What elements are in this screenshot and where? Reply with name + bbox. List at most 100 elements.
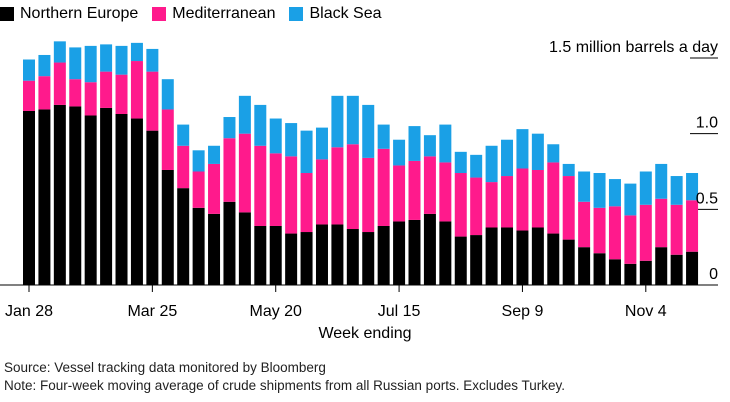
bar-segment-black-sea (393, 139, 406, 166)
bar-segment-mediterranean (470, 177, 483, 236)
bar-segment-mediterranean (562, 176, 575, 240)
x-tick-label: May 20 (249, 303, 302, 320)
x-axis-title: Week ending (318, 325, 412, 342)
bar-segment-northern-europe (377, 225, 390, 285)
bar-segment-black-sea (315, 127, 328, 160)
bar-segment-mediterranean (130, 61, 143, 119)
legend-label-mediterranean: Mediterranean (172, 5, 276, 22)
bar-segment-mediterranean (23, 80, 35, 111)
legend-swatch-northern-europe (0, 7, 14, 21)
bar-segment-black-sea (331, 95, 344, 148)
bar-segment-mediterranean (161, 109, 174, 170)
bar-segment-mediterranean (53, 62, 66, 105)
bar-segment-mediterranean (192, 171, 205, 208)
bar-segment-mediterranean (254, 145, 267, 226)
bar-segment-northern-europe (69, 106, 82, 286)
bar-segment-northern-europe (223, 201, 236, 285)
bar-segment-black-sea (146, 48, 159, 72)
bar-segment-black-sea (362, 104, 375, 158)
bar-segment-black-sea (501, 139, 514, 177)
bar-segment-black-sea (130, 42, 143, 62)
bar-segment-black-sea (177, 124, 190, 146)
bar-segment-black-sea (593, 173, 606, 208)
bar-segment-black-sea (223, 117, 236, 139)
bar-segment-black-sea (208, 145, 221, 164)
bar-segment-northern-europe (100, 107, 113, 285)
bar-segment-northern-europe (130, 118, 143, 285)
bar-segment-mediterranean (362, 157, 375, 233)
note-line: Note: Four-week moving average of crude … (4, 378, 565, 393)
bar-segment-mediterranean (331, 147, 344, 225)
bar-segment-black-sea (346, 95, 359, 145)
bar-segment-mediterranean (208, 163, 221, 214)
bar-segment-northern-europe (485, 227, 498, 285)
bar-segment-mediterranean (501, 176, 514, 228)
bar-segment-black-sea (670, 176, 683, 205)
bar-segment-mediterranean (686, 200, 699, 252)
bar-segment-mediterranean (238, 133, 251, 213)
bar-segment-northern-europe (562, 239, 575, 285)
bar-segment-northern-europe (362, 232, 375, 285)
bar-segment-black-sea (608, 179, 621, 207)
bar-segment-northern-europe (454, 236, 467, 285)
bar-segment-northern-europe (578, 247, 591, 285)
bar-segment-black-sea (192, 150, 205, 172)
bar-segment-mediterranean (608, 206, 621, 260)
y-tick-label: 0.5 (696, 190, 718, 207)
legend-label-black-sea: Black Sea (309, 5, 382, 22)
bar-segment-black-sea (53, 41, 66, 63)
source-line: Source: Vessel tracking data monitored b… (4, 360, 326, 375)
bar-segment-black-sea (285, 123, 298, 157)
bar-segment-black-sea (300, 130, 313, 174)
bar-segment-northern-europe (53, 104, 66, 285)
bar-segment-mediterranean (223, 138, 236, 202)
bar-segment-mediterranean (177, 145, 190, 189)
bar-segment-northern-europe (38, 109, 51, 285)
bar-segment-northern-europe (208, 213, 221, 285)
bar-segment-mediterranean (84, 82, 97, 116)
bar-segment-northern-europe (84, 115, 97, 285)
bar-segment-mediterranean (531, 169, 544, 228)
bar-segment-black-sea (23, 59, 35, 81)
bar-segment-black-sea (69, 47, 82, 80)
bar-segment-northern-europe (300, 232, 313, 285)
bar-segment-northern-europe (516, 230, 529, 285)
legend-item-mediterranean: Mediterranean (152, 5, 275, 23)
bar-segment-northern-europe (470, 235, 483, 285)
bar-segment-mediterranean (100, 71, 113, 108)
bar-segment-black-sea (639, 171, 652, 205)
bar-segment-mediterranean (655, 198, 668, 248)
bar-segment-black-sea (655, 163, 668, 199)
bar-segment-mediterranean (639, 204, 652, 261)
bar-segment-mediterranean (439, 162, 452, 222)
bar-segment-mediterranean (315, 159, 328, 225)
bar-segment-northern-europe (192, 207, 205, 285)
bar-segment-mediterranean (547, 162, 560, 234)
bar-segment-black-sea (578, 171, 591, 202)
bar-segment-black-sea (408, 126, 421, 161)
bar-segment-black-sea (238, 95, 251, 134)
bar-segment-mediterranean (670, 204, 683, 255)
bar-segment-black-sea (439, 124, 452, 163)
bar-segment-mediterranean (300, 173, 313, 233)
bar-segment-mediterranean (377, 148, 390, 226)
bar-segment-black-sea (100, 44, 113, 72)
bar-segment-northern-europe (23, 110, 35, 285)
bar-segment-northern-europe (315, 224, 328, 285)
legend-swatch-mediterranean (152, 7, 167, 21)
bar-segment-black-sea (624, 183, 637, 216)
bar-segment-mediterranean (146, 71, 159, 131)
y-tick-label: 1.0 (696, 115, 718, 132)
bar-segment-northern-europe (608, 259, 621, 285)
bar-segment-black-sea (562, 163, 575, 177)
x-tick-label: Nov 4 (625, 303, 667, 320)
bar-segment-black-sea (686, 173, 699, 201)
bar-segment-black-sea (547, 144, 560, 163)
bar-segment-northern-europe (269, 225, 282, 285)
bar-segment-northern-europe (439, 221, 452, 285)
bar-segment-black-sea (423, 135, 436, 157)
bar-segment-mediterranean (454, 173, 467, 237)
bar-segment-black-sea (377, 124, 390, 149)
bar-segment-northern-europe (670, 254, 683, 285)
